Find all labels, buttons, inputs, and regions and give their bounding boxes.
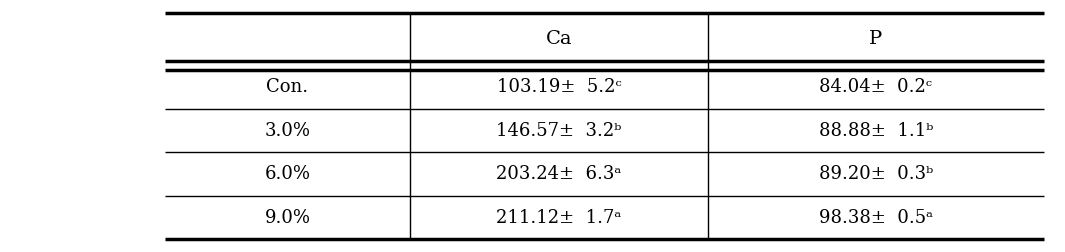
Text: 203.24±  6.3ᵃ: 203.24± 6.3ᵃ	[496, 165, 622, 183]
Text: 103.19±  5.2ᶜ: 103.19± 5.2ᶜ	[496, 78, 622, 96]
Text: 9.0%: 9.0%	[264, 209, 311, 227]
Text: Ca: Ca	[546, 30, 572, 48]
Text: P: P	[869, 30, 883, 48]
Text: Con.: Con.	[266, 78, 309, 96]
Text: 88.88±  1.1ᵇ: 88.88± 1.1ᵇ	[819, 122, 933, 140]
Text: 146.57±  3.2ᵇ: 146.57± 3.2ᵇ	[496, 122, 622, 140]
Text: 6.0%: 6.0%	[264, 165, 311, 183]
Text: 98.38±  0.5ᵃ: 98.38± 0.5ᵃ	[819, 209, 933, 227]
Text: 89.20±  0.3ᵇ: 89.20± 0.3ᵇ	[819, 165, 933, 183]
Text: 84.04±  0.2ᶜ: 84.04± 0.2ᶜ	[819, 78, 933, 96]
Text: 211.12±  1.7ᵃ: 211.12± 1.7ᵃ	[496, 209, 622, 227]
Text: 3.0%: 3.0%	[264, 122, 311, 140]
